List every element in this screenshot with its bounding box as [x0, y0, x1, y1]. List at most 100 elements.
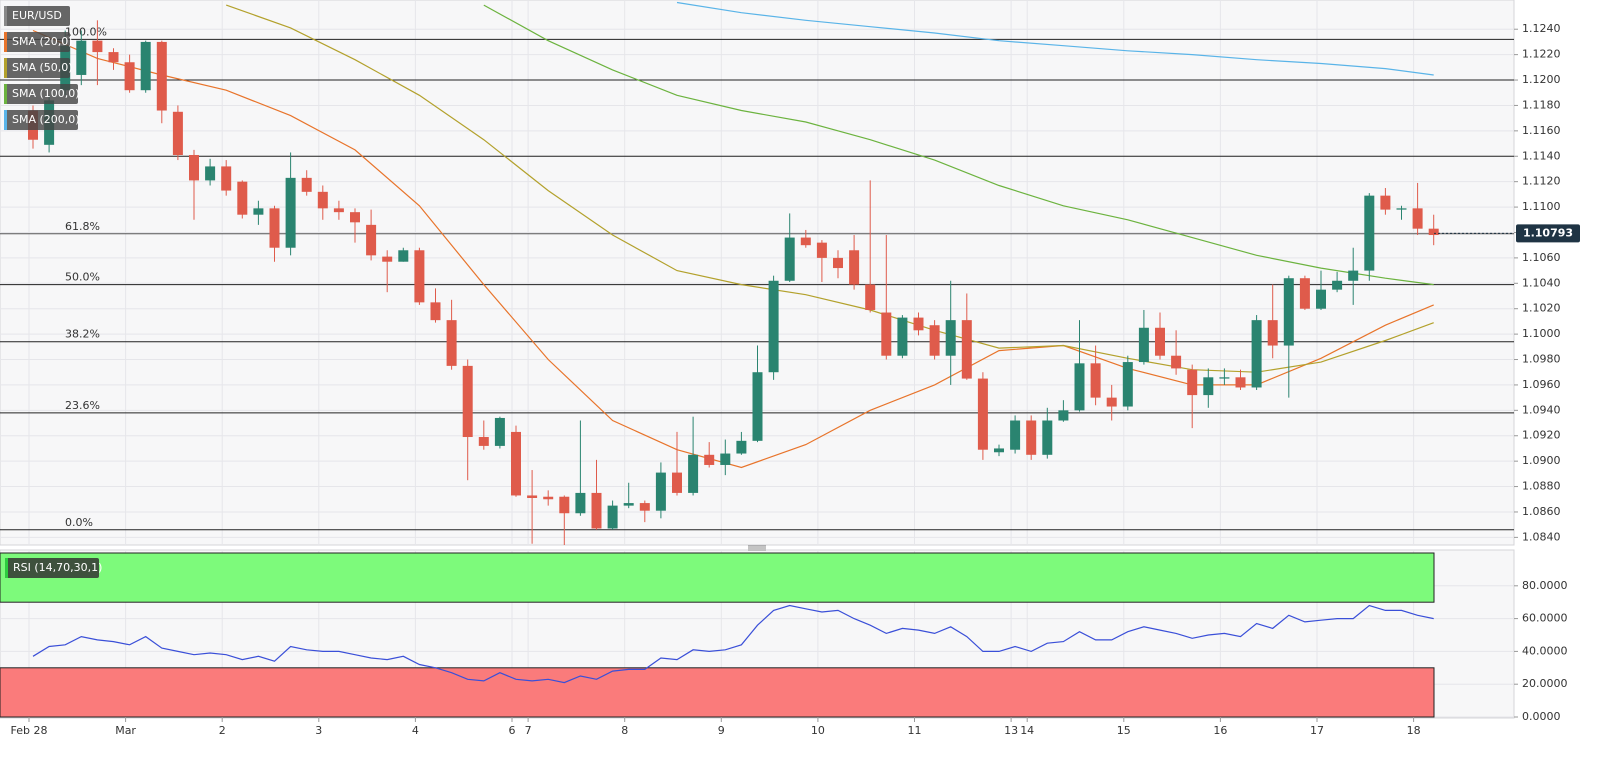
candle-body — [994, 448, 1004, 453]
candle-body — [1235, 377, 1246, 388]
candle-body — [1026, 420, 1037, 455]
x-tick-label: 15 — [1117, 724, 1131, 737]
candle-body — [76, 40, 87, 75]
candle-body — [382, 256, 393, 262]
y-tick-label: 1.0840 — [1522, 530, 1561, 543]
candle-body — [172, 111, 183, 155]
candle-body — [800, 237, 811, 246]
candle-body — [865, 284, 876, 310]
sma-line — [225, 4, 1434, 373]
candle-body — [929, 325, 940, 356]
candle-body — [1171, 355, 1182, 369]
y-tick-label: 1.1060 — [1522, 251, 1561, 264]
candle-body — [366, 224, 377, 256]
legend-label: EUR/USD — [12, 9, 62, 22]
legend-swatch — [4, 6, 7, 26]
candle-body — [623, 503, 634, 506]
candle-body — [961, 320, 972, 379]
y-tick-label: 1.0860 — [1522, 505, 1561, 518]
fib-label: 50.0% — [65, 271, 100, 284]
rsi-oversold-zone — [0, 667, 1435, 718]
candle-body — [1219, 377, 1230, 379]
sma-line — [32, 29, 1434, 469]
candle-body — [768, 280, 779, 373]
candle-body — [1316, 289, 1326, 309]
last-price-label: 1.10793 — [1523, 226, 1573, 239]
candle-body — [1058, 410, 1069, 421]
candle-body — [478, 437, 489, 446]
panel-splitter[interactable] — [748, 545, 766, 551]
y-tick-label: 1.1020 — [1522, 302, 1561, 315]
rsi-y-tick-label: 60.0000 — [1522, 612, 1568, 625]
y-tick-label: 1.0940 — [1522, 403, 1561, 416]
legend-box — [4, 110, 78, 130]
candle-body — [1348, 270, 1359, 281]
candle-body — [253, 208, 264, 215]
x-tick-label: 6 — [509, 724, 516, 737]
candle-body — [784, 237, 795, 281]
legend-label: SMA (20,0) — [12, 35, 73, 48]
candle-body — [221, 166, 232, 191]
legend-swatch — [4, 32, 7, 52]
candle-body — [816, 242, 827, 258]
candle-body — [124, 62, 135, 91]
candle-body — [543, 496, 554, 500]
legend-box — [4, 32, 70, 52]
y-tick-label: 1.1240 — [1522, 22, 1561, 35]
rsi-line — [32, 604, 1434, 684]
fib-label: 100.0% — [65, 25, 107, 38]
y-tick-label: 1.1160 — [1522, 124, 1561, 137]
candle-body — [1283, 278, 1294, 346]
y-tick-label: 1.0980 — [1522, 353, 1561, 366]
candle-body — [301, 177, 312, 192]
legend-swatch — [4, 84, 7, 104]
y-tick-label: 1.1200 — [1522, 73, 1561, 86]
legend-box — [4, 84, 78, 104]
fib-label: 0.0% — [65, 516, 93, 529]
candle-body — [462, 365, 473, 438]
candle-body — [430, 302, 441, 321]
candle-body — [350, 212, 360, 223]
candle-body — [1364, 195, 1375, 271]
candle-body — [1155, 327, 1165, 356]
candle-body — [333, 208, 344, 213]
candle-body — [1332, 280, 1343, 290]
x-tick-label: 17 — [1310, 724, 1324, 737]
y-tick-label: 1.1120 — [1522, 175, 1561, 188]
candle-body — [1187, 369, 1198, 396]
rsi-legend-swatch — [5, 558, 8, 578]
x-tick-label: 9 — [718, 724, 725, 737]
x-tick-label: 8 — [621, 724, 628, 737]
candle-body — [527, 495, 538, 498]
y-tick-label: 1.0900 — [1522, 454, 1561, 467]
fib-label: 38.2% — [65, 328, 100, 341]
candle-body — [156, 41, 167, 111]
candle-body — [1106, 397, 1117, 407]
candle-body — [913, 317, 924, 331]
x-tick-label: 18 — [1407, 724, 1421, 737]
candle-body — [945, 320, 956, 356]
x-tick-label: 7 — [525, 724, 532, 737]
rsi-area — [0, 552, 1435, 718]
candle-body — [849, 250, 860, 285]
candle-body — [1090, 363, 1101, 398]
candle-body — [1122, 362, 1133, 407]
candle-body — [511, 431, 521, 496]
fib-label: 23.6% — [65, 399, 100, 412]
legend-box — [4, 6, 70, 26]
plot-area: 100.0% 61.8% 50.0% 38.2% 23.6% 0.0% — [0, 1, 1514, 545]
candle-body — [897, 317, 908, 356]
x-tick-label: 16 — [1213, 724, 1227, 737]
candle-body — [398, 250, 409, 262]
legend-label: SMA (100,0) — [12, 87, 80, 100]
rsi-overbought-zone — [0, 552, 1435, 603]
candle-body — [1138, 327, 1149, 363]
rsi-legend-label: RSI (14,70,30,1) — [13, 561, 102, 574]
candle-body — [1042, 420, 1053, 455]
rsi-y-tick-label: 20.0000 — [1522, 677, 1568, 690]
y-tick-label: 1.1220 — [1522, 48, 1561, 61]
y-tick-label: 1.1100 — [1522, 200, 1561, 213]
x-tick-label: 2 — [219, 724, 226, 737]
